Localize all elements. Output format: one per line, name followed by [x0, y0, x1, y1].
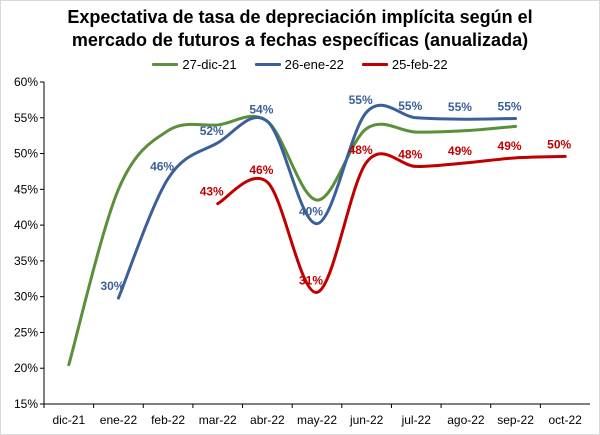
y-tick-label: 40% — [14, 218, 38, 232]
y-tick-label: 55% — [14, 111, 38, 125]
x-tick-label: ago-22 — [447, 413, 485, 427]
x-tick-label: dic-21 — [52, 413, 85, 427]
legend-swatch-series-1 — [152, 63, 179, 66]
series-line-1 — [67, 114, 518, 367]
y-tick-label: 20% — [14, 361, 38, 375]
chart-data-labels: 30% 46% 52% 54% 40% 55% 55% 55% 55% 43% 46% 31% 48% 4… — [100, 93, 571, 293]
y-tick-label: 60% — [14, 75, 38, 89]
y-tick-label: 30% — [14, 290, 38, 304]
data-label: 50% — [547, 137, 571, 151]
x-tick-label: may-22 — [297, 413, 337, 427]
data-label: 49% — [498, 139, 522, 153]
data-label: 30% — [100, 279, 124, 293]
legend-item-series-3: 25-feb-22 — [361, 57, 448, 72]
legend-swatch-series-2 — [254, 63, 281, 66]
x-tick-label: mar-22 — [199, 413, 237, 427]
data-label: 46% — [150, 160, 174, 174]
legend-label-series-3: 25-feb-22 — [391, 57, 448, 72]
x-tick-label: jul-22 — [401, 413, 432, 427]
chart-title-line-2: mercado de futuros a fechas específicas … — [71, 30, 529, 50]
legend-swatch-series-3 — [361, 63, 388, 66]
legend-label-series-2: 26-ene-22 — [284, 57, 344, 72]
data-label: 49% — [448, 144, 472, 158]
chart-series-lines — [67, 103, 567, 367]
data-label: 52% — [200, 124, 224, 138]
x-tick-label: oct-22 — [549, 413, 583, 427]
data-label: 31% — [299, 273, 323, 287]
x-tick-label: ene-22 — [100, 413, 138, 427]
chart-legend: 27-dic-21 26-ene-22 25-feb-22 — [0, 57, 600, 72]
chart-title: Expectativa de tasa de depreciación impl… — [0, 6, 600, 52]
x-tick-label: sep-22 — [497, 413, 534, 427]
legend-item-series-2: 26-ene-22 — [254, 57, 344, 72]
y-tick-label: 35% — [14, 254, 38, 268]
data-label: 55% — [398, 99, 422, 113]
x-tick-label: feb-22 — [151, 413, 185, 427]
y-tick-label: 25% — [14, 325, 38, 339]
x-tick-label: abr-22 — [250, 413, 285, 427]
y-tick-label: 50% — [14, 147, 38, 161]
data-label: 54% — [249, 102, 273, 116]
data-label: 48% — [349, 143, 373, 157]
y-tick-label: 45% — [14, 182, 38, 196]
data-label: 55% — [498, 99, 522, 113]
x-tick-label: jun-22 — [349, 413, 384, 427]
y-tick-label: 15% — [14, 397, 38, 411]
series-line-3 — [216, 152, 567, 294]
legend-label-series-1: 27-dic-21 — [182, 57, 237, 72]
chart-title-line-1: Expectativa de tasa de depreciación impl… — [67, 7, 533, 27]
data-label: 43% — [200, 185, 224, 199]
chart-tick-labels: 15% 20% 25% 30% 35% 40% 45% 50% 55% 60% dic-21 ene-… — [14, 75, 582, 427]
data-label: 40% — [299, 205, 323, 219]
chart-axes — [43, 82, 590, 405]
data-label: 46% — [249, 163, 273, 177]
data-label: 55% — [349, 93, 373, 107]
data-label: 55% — [448, 100, 472, 114]
series-line-2 — [116, 103, 518, 300]
legend-item-series-1: 27-dic-21 — [152, 57, 237, 72]
data-label: 48% — [398, 147, 422, 161]
